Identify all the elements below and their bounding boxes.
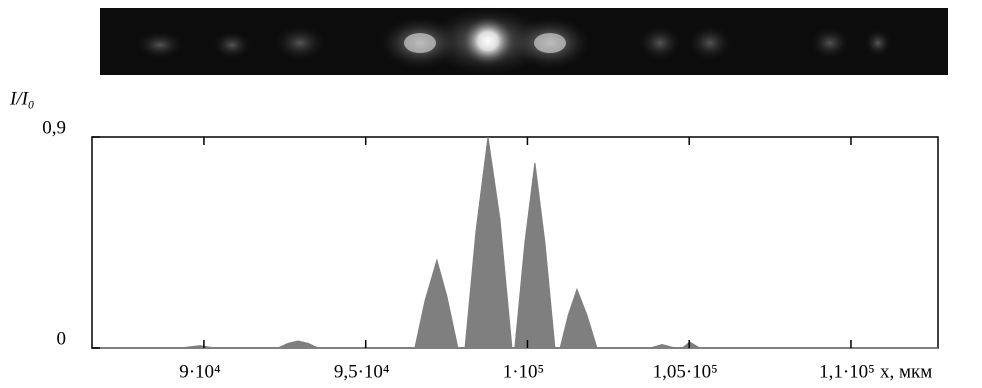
diffraction-image	[100, 7, 948, 75]
x-tick-label: 9,5·10⁴	[334, 361, 390, 382]
x-tick-label: 1,1·10⁵	[819, 361, 875, 382]
x-tick-label: 9·10⁴	[179, 361, 221, 382]
chart: I/I₀ x, мкм 9·10⁴ 9,5·10⁴ 1·10⁵ 1,05·10⁵ 1,1…	[0, 0, 982, 388]
plot-frame	[92, 137, 938, 348]
x-tick-label: 1,05·10⁵	[653, 361, 718, 382]
x-axis-label: x, мкм	[880, 361, 932, 382]
y-tick-label: 0	[57, 328, 67, 349]
y-axis-label: I/I₀	[9, 88, 35, 109]
y-tick-label: 0,9	[42, 117, 66, 138]
x-tick-label: 1·10⁵	[503, 361, 544, 382]
intensity-area	[92, 137, 938, 348]
